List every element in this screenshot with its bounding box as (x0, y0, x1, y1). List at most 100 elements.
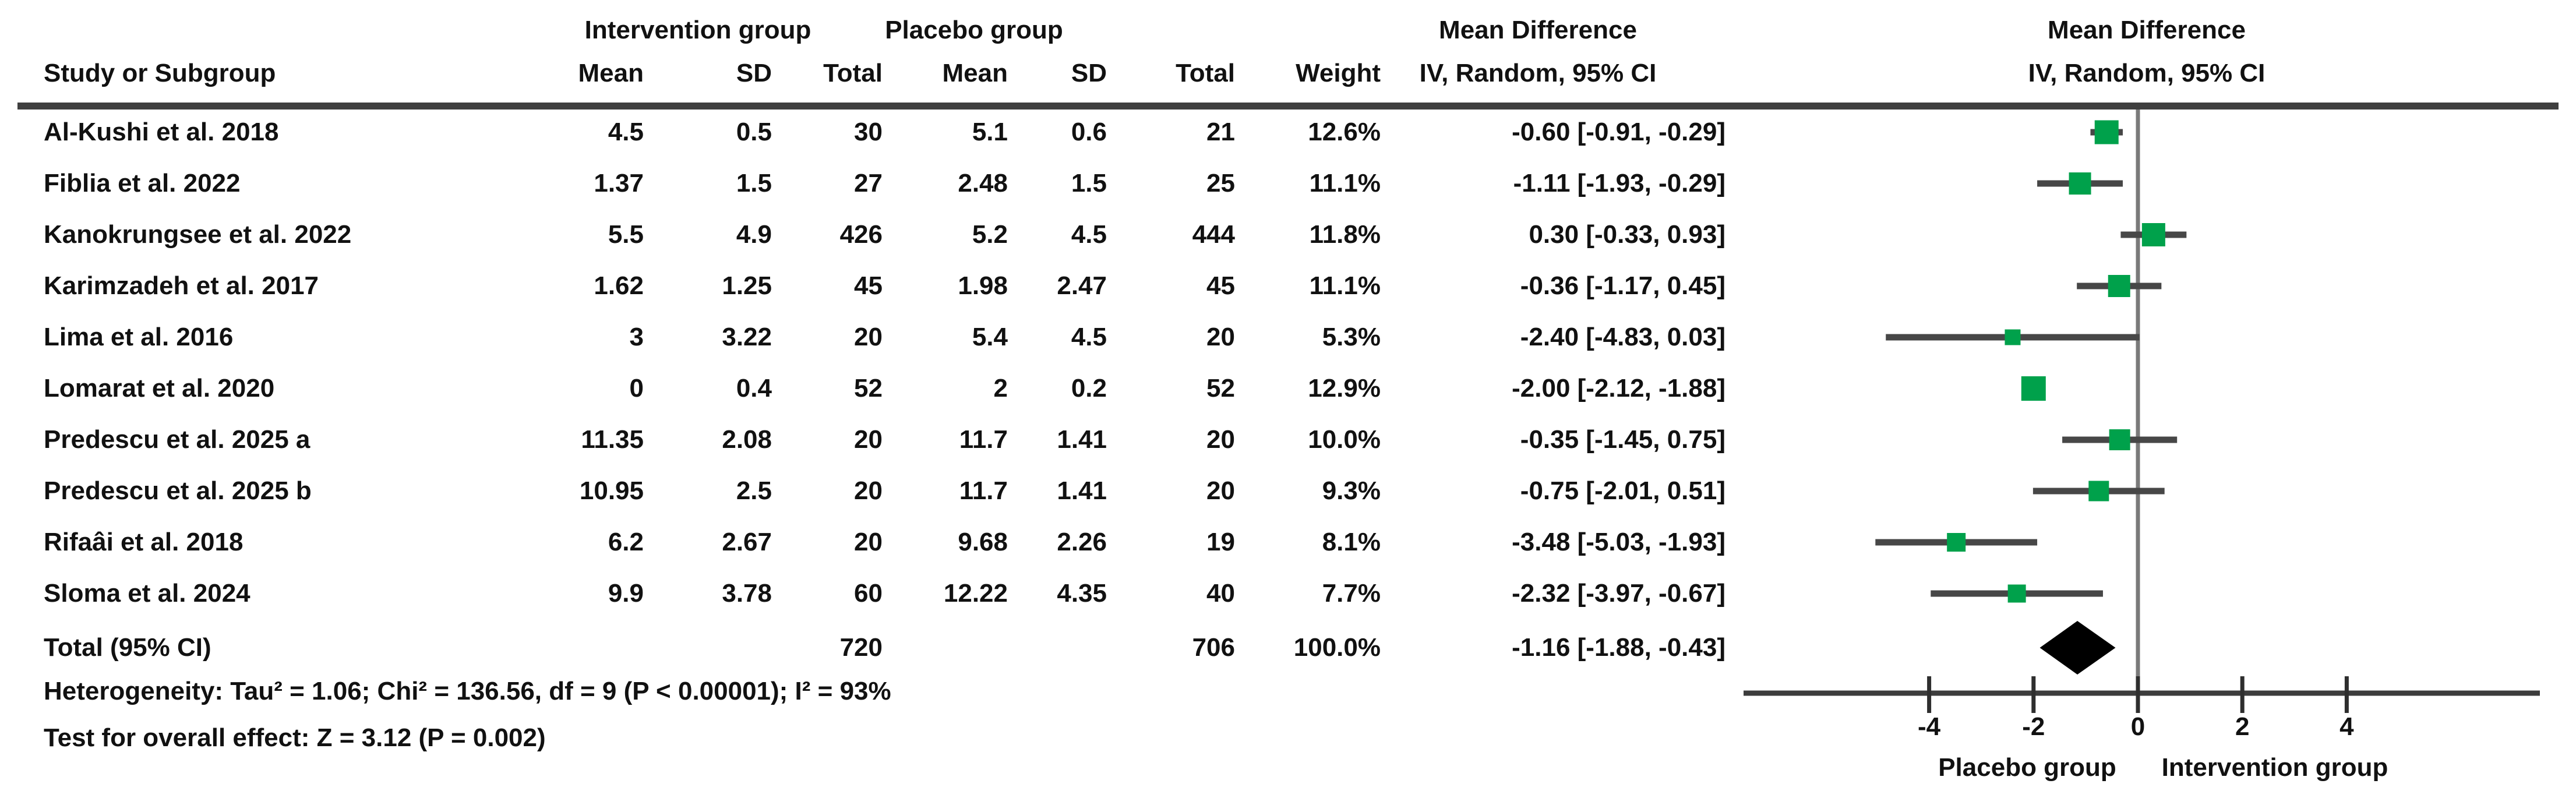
x-axis-tick-label: 0 (2131, 712, 2145, 741)
sd2-column-header: SD (1071, 59, 1107, 87)
study-name: Predescu et al. 2025 a (44, 425, 310, 454)
cell-ci: -2.32 [-3.97, -0.67] (1512, 579, 1725, 608)
cell-i-sd: 1.25 (722, 271, 772, 300)
cell-p-total: 21 (1206, 118, 1235, 146)
study-name: Al-Kushi et al. 2018 (44, 118, 279, 146)
study-name: Lomarat et al. 2020 (44, 374, 275, 402)
cell-i-total: 52 (854, 374, 883, 402)
effect-marker (2109, 429, 2130, 450)
effect-marker (2088, 481, 2109, 502)
cell-i-sd: 1.5 (736, 169, 772, 197)
cell-i-sd: 2.5 (736, 476, 772, 505)
cell-p-sd: 1.5 (1071, 169, 1107, 197)
total2-column-header: Total (1176, 59, 1235, 87)
cell-i-mean: 1.37 (594, 169, 644, 197)
cell-p-sd: 4.5 (1071, 323, 1107, 351)
pooled-diamond (2039, 621, 2116, 675)
x-axis-tick-label: 2 (2235, 712, 2249, 741)
left-direction-label: Placebo group (1938, 753, 2116, 782)
cell-p-total: 25 (1206, 169, 1235, 197)
study-name: Rifaâi et al. 2018 (44, 528, 244, 556)
cell-weight: 8.1% (1322, 528, 1381, 556)
table-row: Al-Kushi et al. 2018 4.5 0.5 30 5.1 0.6 21 12.6… (0, 107, 2576, 158)
cell-i-sd: 2.67 (722, 528, 772, 556)
ci-column-header-plot: IV, Random, 95% CI (2028, 59, 2266, 87)
cell-ci: 0.30 [-0.33, 0.93] (1529, 220, 1725, 249)
effect-marker (2094, 120, 2119, 144)
effect-marker (2069, 172, 2091, 195)
x-axis-tick-label: 4 (2339, 712, 2354, 741)
cell-ci: -0.36 [-1.17, 0.45] (1520, 271, 1725, 300)
cell-i-sd: 0.4 (736, 374, 772, 402)
cell-p-mean: 5.2 (972, 220, 1008, 249)
cell-i-mean: 4.5 (608, 118, 644, 146)
header-separator-line (17, 103, 2559, 110)
cell-i-total: 60 (854, 579, 883, 608)
cell-p-sd: 1.41 (1057, 425, 1107, 454)
cell-weight: 11.8% (1309, 220, 1381, 249)
effect-marker (2021, 376, 2046, 401)
cell-p-mean: 2.48 (958, 169, 1008, 197)
cell-ci: -3.48 [-5.03, -1.93] (1512, 528, 1725, 556)
cell-i-mean: 11.35 (581, 425, 644, 454)
cell-p-total: 19 (1206, 528, 1235, 556)
cell-p-total: 45 (1206, 271, 1235, 300)
mean1-column-header: Mean (578, 59, 644, 87)
cell-i-total: 20 (854, 425, 883, 454)
cell-i-mean: 9.9 (608, 579, 644, 608)
study-name: Karimzadeh et al. 2017 (44, 271, 319, 300)
cell-i-mean: 6.2 (608, 528, 644, 556)
mean-difference-header-text-column: Mean Difference (1439, 16, 1637, 44)
cell-p-mean: 5.4 (972, 323, 1008, 351)
cell-i-sd: 2.08 (722, 425, 772, 454)
cell-p-mean: 11.7 (959, 476, 1008, 505)
cell-weight: 7.7% (1322, 579, 1381, 608)
total-row: Total (95% CI) 720 706 100.0% -1.16 [-1.… (0, 622, 2576, 673)
cell-p-mean: 9.68 (958, 528, 1008, 556)
cell-i-total: 426 (839, 220, 883, 249)
x-axis-tick-label: -2 (2022, 712, 2045, 741)
ci-column-header-text: IV, Random, 95% CI (1419, 59, 1657, 87)
cell-p-mean: 5.1 (972, 118, 1008, 146)
mean2-column-header: Mean (942, 59, 1008, 87)
placebo-group-header: Placebo group (885, 16, 1063, 44)
study-name: Predescu et al. 2025 b (44, 476, 312, 505)
study-column-header: Study or Subgroup (44, 59, 276, 87)
cell-p-total: 20 (1206, 476, 1235, 505)
effect-marker (2005, 329, 2021, 345)
effect-marker (2007, 584, 2026, 603)
cell-p-mean: 11.7 (959, 425, 1008, 454)
cell-p-total: 444 (1192, 220, 1235, 249)
total-intervention: 720 (839, 633, 883, 662)
cell-p-mean: 2 (993, 374, 1008, 402)
cell-i-mean: 1.62 (594, 271, 644, 300)
cell-p-sd: 1.41 (1057, 476, 1107, 505)
heterogeneity-stats: Heterogeneity: Tau² = 1.06; Chi² = 136.5… (44, 677, 891, 705)
cell-i-mean: 0 (629, 374, 644, 402)
table-row: Predescu et al. 2025 a 11.35 2.08 20 11.7 1.4… (0, 414, 2576, 465)
cell-p-total: 52 (1206, 374, 1235, 402)
table-row: Predescu et al. 2025 b 10.95 2.5 20 11.7 1.41… (0, 465, 2576, 517)
cell-i-total: 20 (854, 476, 883, 505)
cell-p-sd: 0.2 (1071, 374, 1107, 402)
total1-column-header: Total (823, 59, 883, 87)
cell-p-mean: 12.22 (943, 579, 1008, 608)
cell-p-total: 20 (1206, 323, 1235, 351)
mean-difference-header-plot-column: Mean Difference (2048, 16, 2246, 44)
cell-i-sd: 4.9 (736, 220, 772, 249)
cell-p-sd: 2.47 (1057, 271, 1107, 300)
table-row: Fiblia et al. 2022 1.37 1.5 27 2.48 1.5 25 11.1… (0, 158, 2576, 209)
total-weight: 100.0% (1293, 633, 1381, 662)
cell-i-sd: 0.5 (736, 118, 772, 146)
cell-i-total: 20 (854, 323, 883, 351)
cell-p-mean: 1.98 (958, 271, 1008, 300)
table-row: Lima et al. 2016 3 3.22 20 5.4 4.5 20 5.3% -2.40… (0, 312, 2576, 363)
cell-weight: 11.1% (1309, 271, 1381, 300)
cell-i-mean: 5.5 (608, 220, 644, 249)
overall-effect-test: Test for overall effect: Z = 3.12 (P = 0… (44, 723, 546, 752)
total-label: Total (95% CI) (44, 633, 211, 662)
study-name: Lima et al. 2016 (44, 323, 234, 351)
study-name: Sloma et al. 2024 (44, 579, 250, 608)
